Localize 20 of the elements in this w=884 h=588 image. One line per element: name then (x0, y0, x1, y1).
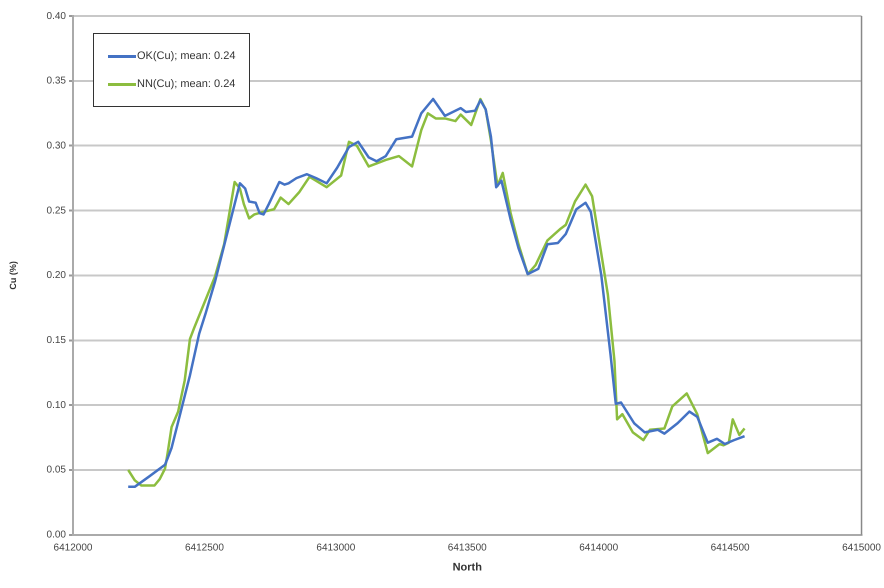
y-tick-label: 0.10 (46, 400, 66, 411)
x-tick-label: 6414500 (710, 542, 750, 554)
y-tick-label: 0.35 (46, 76, 66, 87)
x-tick-label: 6413000 (316, 542, 356, 554)
y-tick-label: 0.25 (46, 205, 66, 216)
legend-label: OK(Cu); mean: 0.24 (137, 50, 236, 62)
y-tick-label: 0.20 (46, 270, 66, 282)
x-tick-label: 6412500 (184, 542, 224, 554)
y-tick-label: 0.40 (46, 10, 66, 22)
y-tick-label: 0.00 (46, 530, 66, 541)
x-tick-label: 6414000 (579, 542, 619, 554)
y-tick-label: 0.05 (46, 464, 66, 476)
y-tick-label: 0.30 (46, 140, 66, 152)
x-tick-label: 6413500 (448, 542, 488, 554)
y-axis-title: Cu (%) (8, 261, 18, 290)
x-tick-label: 6412000 (54, 542, 93, 554)
legend-label: NN(Cu); mean: 0.24 (137, 78, 236, 90)
x-tick-label: 6415000 (842, 542, 882, 554)
x-axis-title: North (452, 561, 482, 574)
y-tick-label: 0.15 (46, 335, 66, 346)
